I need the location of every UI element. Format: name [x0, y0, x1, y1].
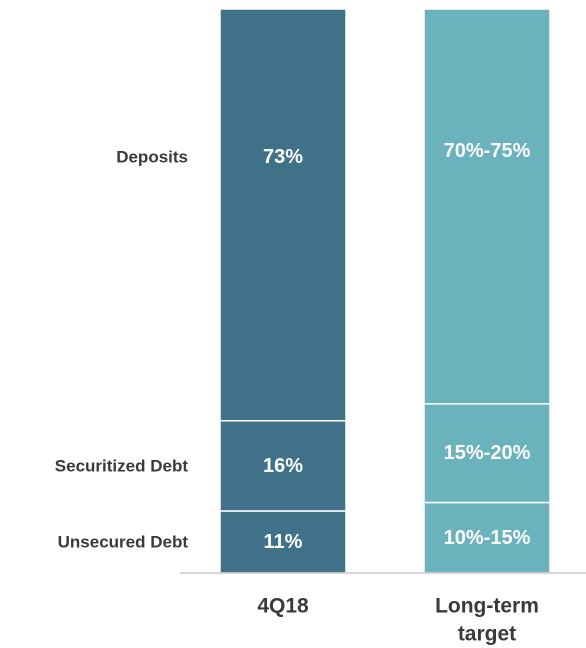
bar-segment-4q18-deposits [219, 8, 347, 422]
bar-segment-4q18-unsecured-debt [219, 510, 347, 574]
bar-segment-target-securitized-debt [423, 403, 551, 504]
bar-segment-4q18-securitized-debt [219, 419, 347, 512]
series-label-unsecured-debt: Unsecured Debt [58, 532, 189, 551]
category-label-target-line-2: target [458, 623, 516, 646]
data-label-target-deposits: 70%-75% [444, 140, 531, 162]
data-label-target-unsecured-debt: 10%-15% [444, 527, 531, 549]
series-labels-layer: Unsecured Debt Securitized Debt Deposits [55, 148, 189, 552]
series-label-deposits: Deposits [116, 148, 188, 167]
data-label-target-securitized-debt: 15%-20% [444, 442, 531, 464]
category-labels-layer: 4Q18 Long-term target [257, 595, 539, 646]
bars-layer: 11% 16% 73% 10%-15% 15%-20% 70%-75% [219, 8, 551, 574]
category-label-4q18: 4Q18 [257, 595, 309, 618]
series-label-securitized-debt: Securitized Debt [55, 456, 189, 475]
data-label-4q18-deposits: 73% [263, 146, 303, 168]
data-label-4q18-securitized-debt: 16% [263, 455, 303, 477]
data-label-4q18-unsecured-debt: 11% [264, 531, 303, 553]
bar-segment-target-deposits [423, 8, 551, 405]
category-label-target-line-1: Long-term [435, 595, 539, 618]
